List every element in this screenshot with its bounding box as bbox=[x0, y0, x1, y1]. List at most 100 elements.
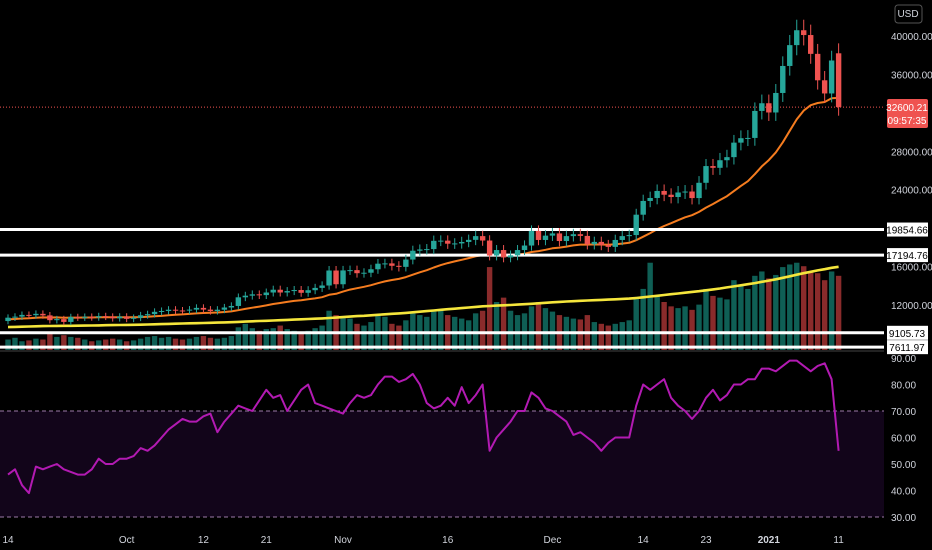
volume-bar bbox=[821, 280, 828, 350]
price-badge-bg bbox=[887, 99, 928, 128]
volume-bar bbox=[814, 273, 821, 350]
levels-layer bbox=[0, 228, 884, 349]
candle-body bbox=[47, 315, 53, 321]
volume-bar bbox=[703, 288, 709, 350]
time-tick-label: 11 bbox=[833, 535, 844, 546]
volume-bar bbox=[263, 329, 269, 350]
volume-bar bbox=[256, 330, 262, 350]
candle-body bbox=[54, 319, 60, 321]
candle-body bbox=[368, 269, 374, 273]
volume-bar bbox=[710, 295, 716, 350]
candle-body bbox=[179, 310, 186, 312]
candle-body bbox=[172, 309, 179, 311]
candle-body bbox=[298, 290, 304, 293]
candle-body bbox=[563, 236, 570, 242]
volume-bar bbox=[89, 341, 95, 350]
rsi-axis[interactable]: 90.00 80.00 70.00 60.00 50.00 40.00 30.00 bbox=[891, 354, 916, 524]
volume-bar bbox=[75, 337, 81, 350]
candle-body bbox=[165, 309, 172, 311]
time-tick-label: 14 bbox=[2, 535, 14, 546]
volume-bar bbox=[738, 284, 744, 350]
volume-bar bbox=[396, 325, 402, 350]
volume-bar bbox=[354, 323, 360, 350]
volume-bar bbox=[116, 339, 123, 350]
candle-body bbox=[333, 270, 339, 285]
candles-layer[interactable] bbox=[5, 19, 842, 326]
candle-body bbox=[431, 240, 437, 250]
currency-button-label[interactable]: USD bbox=[897, 9, 918, 20]
volume-bar bbox=[745, 288, 751, 350]
candle-body bbox=[312, 287, 318, 291]
volume-bar bbox=[186, 338, 193, 350]
level-label-group: 19854.66 17194.76 9105.73 7611.97 bbox=[886, 222, 928, 355]
candle-body bbox=[144, 314, 151, 316]
time-tick-label: 14 bbox=[638, 535, 650, 546]
currency-button-box[interactable] bbox=[894, 4, 923, 24]
volume-bar bbox=[368, 322, 374, 350]
candle-body bbox=[256, 294, 262, 296]
price-badge-price: 32600.21 bbox=[886, 103, 928, 114]
volume-bar bbox=[207, 337, 214, 350]
candle-body bbox=[459, 241, 465, 244]
level-label: 9105.73 bbox=[889, 329, 926, 340]
volume-bar bbox=[549, 311, 556, 350]
volume-bar bbox=[33, 338, 39, 350]
volume-bar bbox=[5, 339, 11, 350]
candle-body bbox=[500, 250, 507, 258]
volume-bar bbox=[835, 275, 842, 350]
currency-button[interactable]: USD bbox=[894, 4, 923, 24]
candle-body bbox=[89, 316, 95, 318]
candle-body bbox=[577, 234, 584, 236]
candle-body bbox=[668, 194, 674, 198]
candle-body bbox=[703, 166, 709, 183]
candle-body bbox=[207, 309, 214, 312]
volume-bar bbox=[801, 266, 807, 350]
volume-bar bbox=[598, 323, 604, 350]
volume-bar bbox=[123, 341, 130, 350]
price-tick-label: 12000.00 bbox=[891, 301, 932, 312]
volume-bar bbox=[12, 337, 18, 350]
rsi-tick-label: 30.00 bbox=[891, 513, 916, 524]
candle-body bbox=[277, 289, 283, 293]
candle-body bbox=[738, 138, 744, 143]
candle-body bbox=[682, 191, 688, 193]
rsi-line bbox=[7, 359, 840, 495]
volume-layer bbox=[5, 262, 842, 350]
time-tick-label: 12 bbox=[198, 535, 210, 546]
price-tick-label: 24000.00 bbox=[891, 186, 932, 197]
time-tick-label: 2021 bbox=[758, 535, 781, 546]
candle-body bbox=[347, 270, 353, 272]
volume-bar bbox=[277, 325, 283, 350]
candle-body bbox=[12, 316, 18, 318]
volume-bar bbox=[647, 262, 653, 350]
volume-bar bbox=[144, 336, 151, 350]
volume-bar bbox=[158, 337, 165, 350]
volume-bar bbox=[773, 274, 779, 350]
level-label: 7611.97 bbox=[889, 343, 925, 354]
candle-body bbox=[584, 235, 591, 245]
volume-bar bbox=[361, 325, 367, 350]
ema-slow-layer bbox=[7, 265, 839, 329]
price-tick-label: 36000.00 bbox=[891, 70, 932, 81]
rsi-line-layer bbox=[7, 359, 840, 495]
candle-body bbox=[452, 243, 458, 245]
price-axis[interactable]: 40000.00 36000.00 28000.00 24000.00 16000.00… bbox=[891, 32, 932, 312]
candle-body bbox=[103, 316, 109, 318]
volume-bar bbox=[528, 306, 535, 350]
price-tick-label: 40000.00 bbox=[891, 32, 932, 43]
level-label: 19854.66 bbox=[886, 226, 928, 237]
rsi-band bbox=[0, 411, 884, 517]
price-badge-countdown: 09:57:35 bbox=[888, 116, 927, 127]
time-axis[interactable]: 14 Oct 12 21 Nov 16 Dec 14 23 2021 11 bbox=[2, 535, 844, 546]
candle-body bbox=[647, 197, 653, 201]
volume-bar bbox=[717, 297, 723, 350]
candle-body bbox=[486, 240, 493, 256]
volume-bar bbox=[431, 311, 437, 350]
level-label-bg bbox=[887, 248, 928, 263]
candle-body bbox=[528, 230, 535, 246]
volume-bar bbox=[438, 309, 444, 350]
candle-body bbox=[828, 60, 835, 94]
volume-bar bbox=[403, 320, 409, 350]
volume-bar bbox=[319, 325, 325, 350]
